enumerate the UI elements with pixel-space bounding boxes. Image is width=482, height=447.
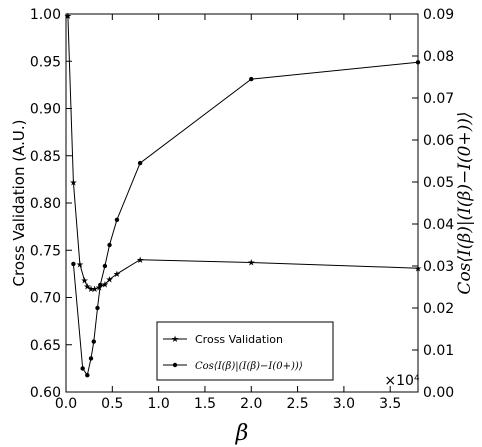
y-right-tick-label: 0.06 [423,133,454,149]
legend-entry-cosine: Cos⟨I(β)|(I(β)−I(0+))⟩ [163,361,303,372]
ticks-layer: 0.0 0.5 1.0 1.5 2.0 2.5 3.0 3.5 0.60 0.65 0.70 0.75… [30,7,454,412]
x-offset-label: ×10⁴ [384,373,420,389]
y-left-tick-label: 0.60 [30,385,61,401]
y-axis-label-left: Cross Validation (A.U.) [10,120,28,287]
data-point-star: ★ [95,283,103,293]
data-point-star: ★ [101,280,109,290]
y-right-tick-label: 0.03 [423,259,454,275]
y-left-tick-label: 0.95 [30,54,61,70]
x-tick-label: 2.5 [286,396,308,412]
y-left-tick-label: 0.75 [30,243,61,259]
y-left-tick-label: 0.70 [30,291,61,307]
legend-label-cosine: Cos⟨I(β)|(I(β)−I(0+))⟩ [195,361,303,372]
legend-marker-star-icon: ★ [171,335,179,345]
data-point-star: ★ [83,282,91,292]
y-left-tick-label: 0.85 [30,149,61,165]
data-point-dot [71,261,76,267]
data-point-dot [85,373,90,378]
legend-label-cross-validation: Cross Validation [195,333,283,346]
x-axis-label: β [235,421,249,446]
y-right-tick-label: 0.04 [423,217,454,233]
y-right-tick-label: 0.01 [423,343,454,359]
data-point-star: ★ [105,276,113,286]
data-point-dot [102,263,108,269]
data-point-star: ★ [91,285,99,295]
data-point-star: ★ [136,256,144,266]
data-point-dot [95,305,100,311]
x-tick-label: 0.0 [55,396,77,412]
y-right-tick-label: 0.00 [423,385,454,401]
x-tick-label: 2.0 [240,396,262,412]
data-point-dot [107,242,112,248]
y-left-tick-label: 0.80 [30,196,61,212]
x-tick-label: 3.5 [379,396,401,412]
y-right-tick-label: 0.05 [423,175,454,191]
y-right-tick-label: 0.07 [423,91,454,107]
y-left-tick-label: 0.65 [30,338,61,354]
data-point-dot [80,366,85,371]
data-point-star: ★ [69,178,77,188]
y-left-tick-label: 0.90 [30,102,61,118]
x-tick-label: 0.5 [101,396,123,412]
legend: ★ Cross Validation Cos⟨I(β)|(I(β)−I(0+))… [156,321,334,381]
x-tick-label: 3.0 [333,396,355,412]
data-point-star: ★ [247,259,255,269]
data-point-star: ★ [76,261,84,271]
y-left-tick-label: 1.00 [30,7,61,23]
y-axis-label-right: Cos⟨I(β)|(I(β)−I(0+))⟩ [455,111,475,294]
data-point-dot [249,76,254,82]
data-point-dot [137,160,143,166]
legend-box [156,321,334,381]
data-point-dot [98,282,103,288]
data-point-dot [114,217,120,222]
x-tick-label: 1.0 [147,396,169,412]
legend-entry-cross-validation: ★ Cross Validation [163,333,283,346]
data-point-star: ★ [80,277,88,287]
y-right-tick-label: 0.09 [423,7,454,23]
series-line-cross-validation [67,15,419,290]
legend-marker-dot-icon [172,362,178,368]
data-point-star: ★ [64,12,72,22]
x-tick-label: 1.5 [194,396,216,412]
data-point-dot [88,356,94,361]
data-point-dot [91,339,96,344]
data-point-star: ★ [87,285,95,295]
y-right-tick-label: 0.02 [423,301,454,317]
data-point-star: ★ [113,270,121,280]
y-right-tick-label: 0.08 [423,49,454,65]
